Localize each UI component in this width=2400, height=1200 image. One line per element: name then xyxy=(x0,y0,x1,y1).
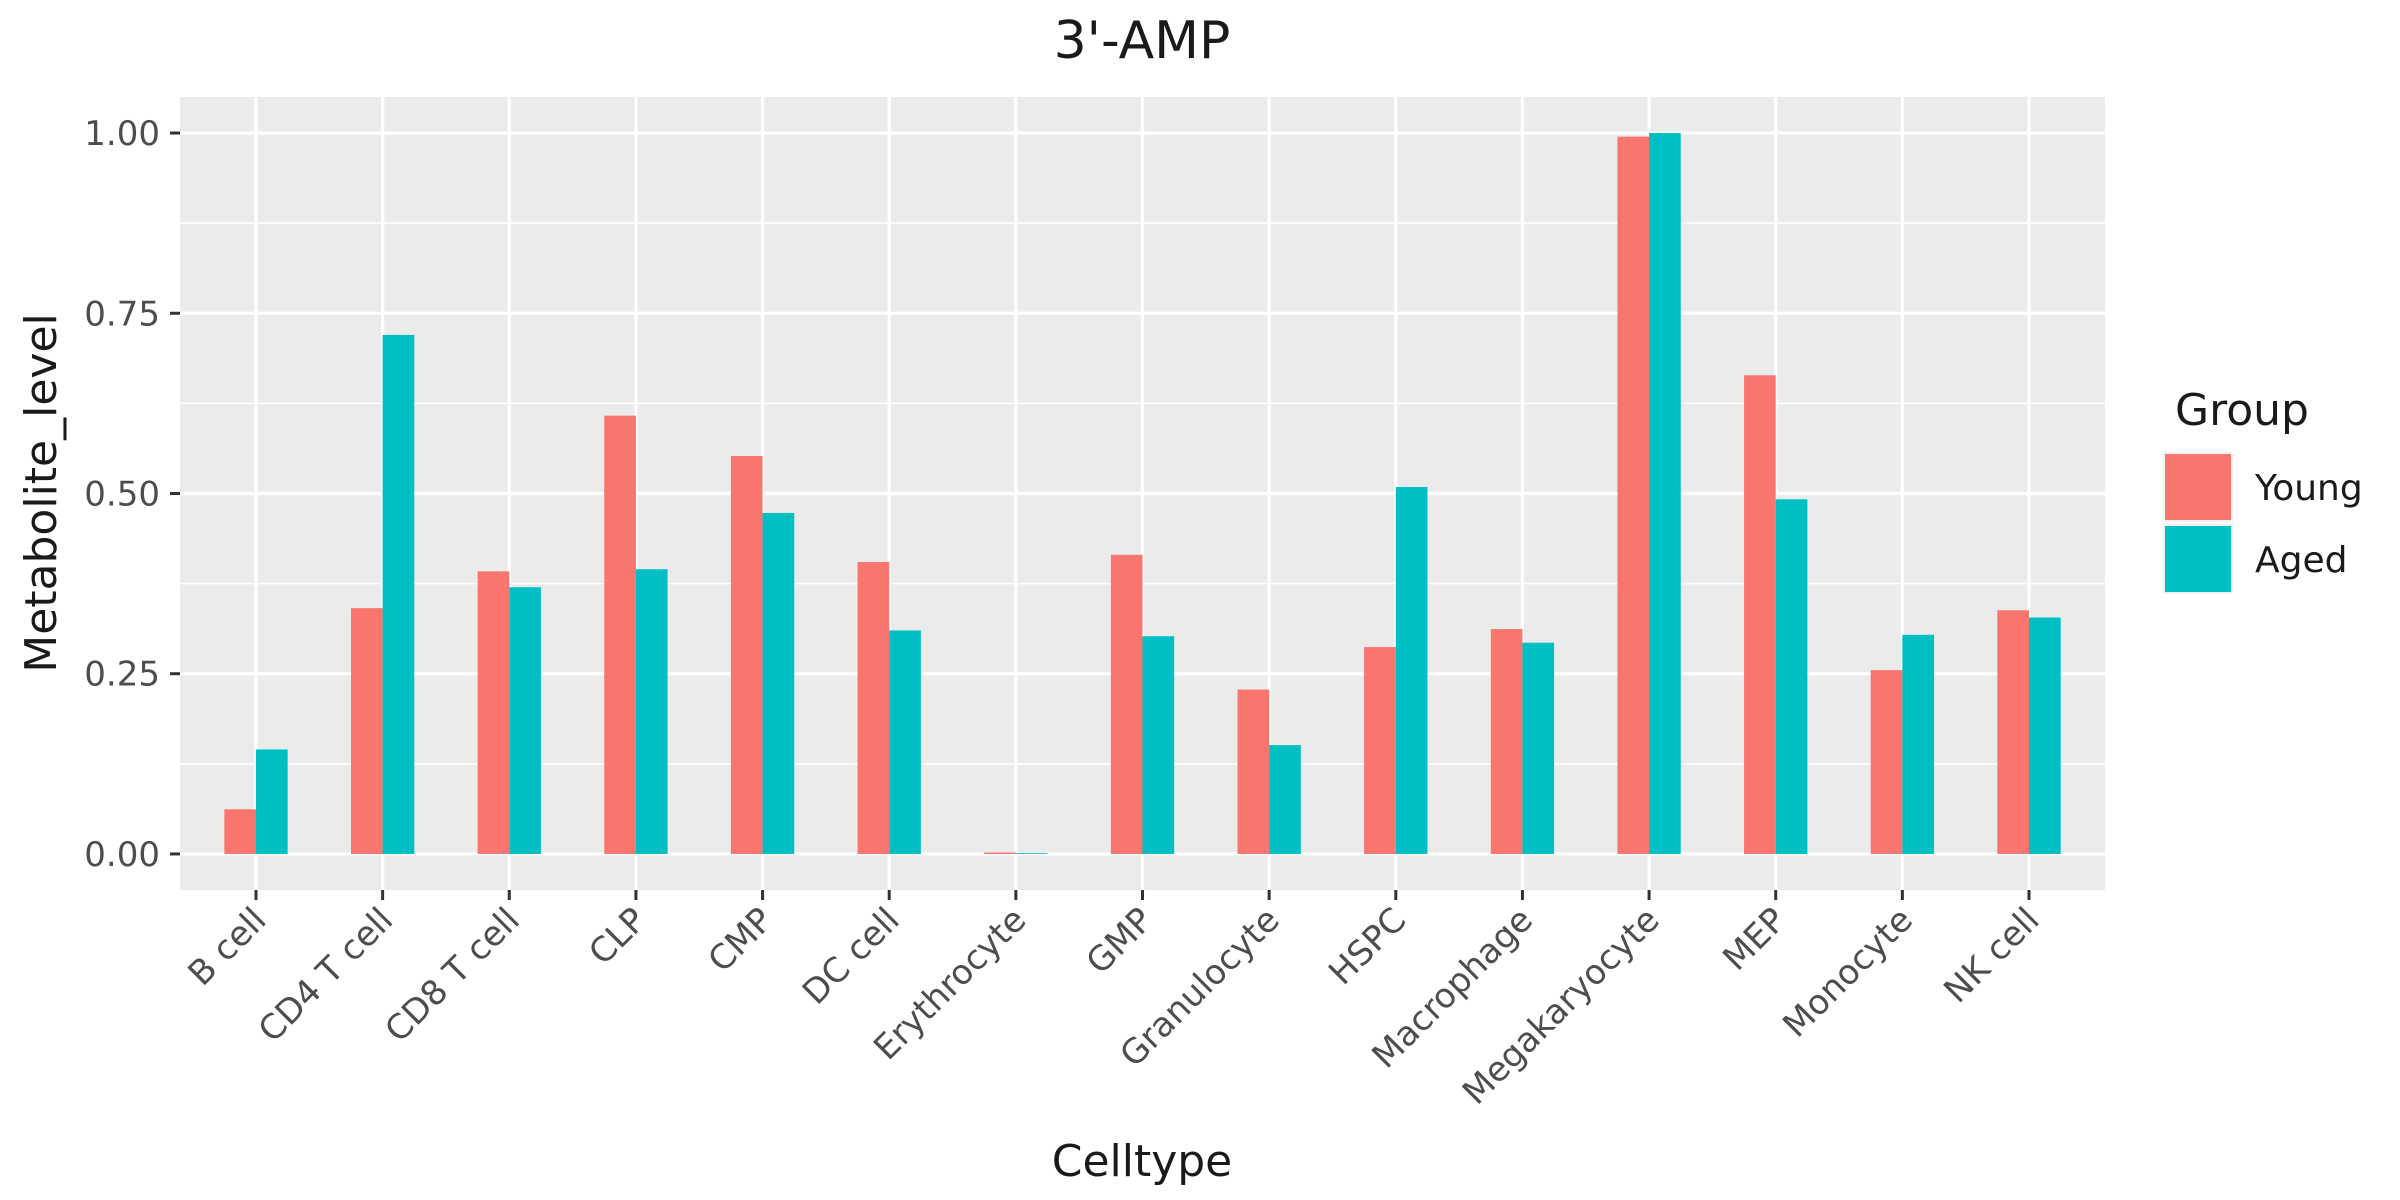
y-tick-label: 0.75 xyxy=(84,294,160,334)
bar-young xyxy=(984,852,1016,854)
bar-aged xyxy=(1522,642,1555,854)
bar-young xyxy=(1744,375,1776,854)
bar-young xyxy=(350,608,383,854)
y-axis: 0.00 0.25 0.50 0.75 1.00 xyxy=(84,114,180,875)
bar-aged xyxy=(1775,499,1808,854)
bar-young xyxy=(857,561,890,854)
x-tick-label: B cell xyxy=(181,900,275,994)
bar-aged xyxy=(889,630,921,854)
bar-aged xyxy=(1269,745,1301,854)
y-tick-label: 1.00 xyxy=(84,114,160,154)
bar-young xyxy=(1364,647,1396,854)
x-tick-label: CMP xyxy=(701,900,781,980)
y-axis-title: Metabolite_level xyxy=(16,313,67,673)
legend-label-young: Young xyxy=(2254,468,2363,509)
legend: Group Young Aged xyxy=(2163,385,2363,594)
bar-aged xyxy=(1015,853,1048,854)
bar-aged xyxy=(635,569,668,854)
y-tick-label: 0.50 xyxy=(84,475,160,515)
bar-young xyxy=(1617,136,1650,854)
bar-young xyxy=(1237,689,1270,854)
bar-aged xyxy=(255,749,288,854)
bar-young xyxy=(1870,670,1903,854)
x-tick-label: HSPC xyxy=(1321,900,1414,993)
x-tick-label: Monocyte xyxy=(1775,900,1920,1045)
bar-aged xyxy=(1649,133,1681,854)
x-tick-label: DC cell xyxy=(795,900,908,1013)
bar-aged xyxy=(509,587,541,854)
x-tick-label: GMP xyxy=(1079,900,1161,982)
bars xyxy=(224,133,2061,854)
x-tick-label: CD8 T cell xyxy=(377,900,527,1050)
y-tick-label: 0.00 xyxy=(84,835,160,875)
x-tick-label: CD4 T cell xyxy=(251,900,401,1050)
y-tick-label: 0.25 xyxy=(84,655,160,695)
legend-swatch-young xyxy=(2165,454,2231,520)
bar-aged xyxy=(1902,634,1935,854)
bar-young xyxy=(730,456,763,854)
bar-young xyxy=(604,415,636,854)
chart-title: 3'-AMP xyxy=(1054,11,1231,71)
bar-aged xyxy=(1395,487,1428,854)
legend-label-aged: Aged xyxy=(2255,540,2347,581)
x-axis-title: Celltype xyxy=(1052,1136,1233,1187)
bar-aged xyxy=(382,334,415,854)
x-tick-label: NK cell xyxy=(1936,900,2047,1011)
bar-young xyxy=(1490,629,1523,854)
x-tick-label: CLP xyxy=(581,900,654,973)
bar-young xyxy=(1997,610,2030,854)
x-tick-label: MEP xyxy=(1715,900,1794,979)
bar-aged xyxy=(762,512,795,854)
legend-title: Group xyxy=(2175,385,2309,436)
bar-young xyxy=(477,571,510,854)
bar-aged xyxy=(1142,636,1175,854)
legend-swatch-aged xyxy=(2165,526,2231,592)
bar-young xyxy=(224,809,256,854)
bar-aged xyxy=(2029,617,2061,854)
bar-young xyxy=(1110,554,1143,854)
